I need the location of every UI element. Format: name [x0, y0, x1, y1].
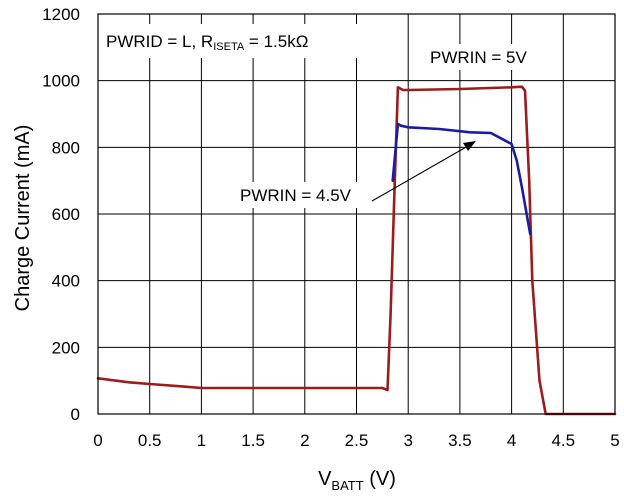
y-tick-label: 0 — [71, 405, 80, 424]
series-line-1 — [391, 122, 532, 236]
series-label-4-5v: PWRIN = 4.5V — [240, 186, 352, 205]
x-axis-label-unit: (V) — [364, 468, 396, 490]
label-bg-4-5v — [236, 182, 376, 208]
y-tick-label: 400 — [52, 272, 80, 291]
y-axis-label: Charge Current (mA) — [12, 125, 34, 312]
series-line-0 — [96, 85, 617, 416]
label-bg-5v — [426, 44, 546, 70]
y-tick-label: 200 — [52, 338, 80, 357]
annotation-main-prefix: PWRID = L, R — [106, 32, 213, 51]
series-label-5v: PWRIN = 5V — [430, 48, 527, 67]
x-tick-label: 4.5 — [551, 431, 575, 450]
x-tick-label: 3 — [403, 431, 412, 450]
plot-frame — [97, 13, 616, 415]
x-tick-label: 1 — [197, 431, 206, 450]
y-tick-label: 600 — [52, 205, 80, 224]
x-axis-label-sub: BATT — [331, 478, 363, 493]
x-tick-label: 3.5 — [448, 431, 472, 450]
x-tick-label: 2.5 — [345, 431, 369, 450]
x-tick-label: 2 — [300, 431, 309, 450]
tick-labels: 0 0.5 1 1.5 2 2.5 3 3.5 4 4.5 5 0 200 400 600 800 1000 12… — [42, 5, 620, 450]
x-tick-label: 4 — [507, 431, 516, 450]
annotation-main-suffix: = 1.5kΩ — [244, 32, 308, 51]
x-tick-label: 0.5 — [138, 431, 162, 450]
x-axis-label-main: V — [318, 468, 332, 490]
annotation-main-sub: ISETA — [213, 41, 245, 53]
y-tick-label: 1000 — [42, 72, 80, 91]
x-axis-label: VBATT (V) — [318, 468, 396, 493]
x-tick-label: 0 — [93, 431, 102, 450]
y-tick-label: 1200 — [42, 5, 80, 24]
annotation-arrow-head — [463, 141, 476, 151]
annotation-arrow-line — [371, 145, 469, 202]
x-tick-label: 5 — [610, 431, 619, 450]
y-tick-label: 800 — [52, 138, 80, 157]
x-tick-label: 1.5 — [241, 431, 265, 450]
annotation-box-bg — [101, 24, 363, 58]
series-lines — [96, 85, 617, 416]
annotation-main: PWRID = L, RISETA = 1.5kΩ — [106, 32, 308, 53]
